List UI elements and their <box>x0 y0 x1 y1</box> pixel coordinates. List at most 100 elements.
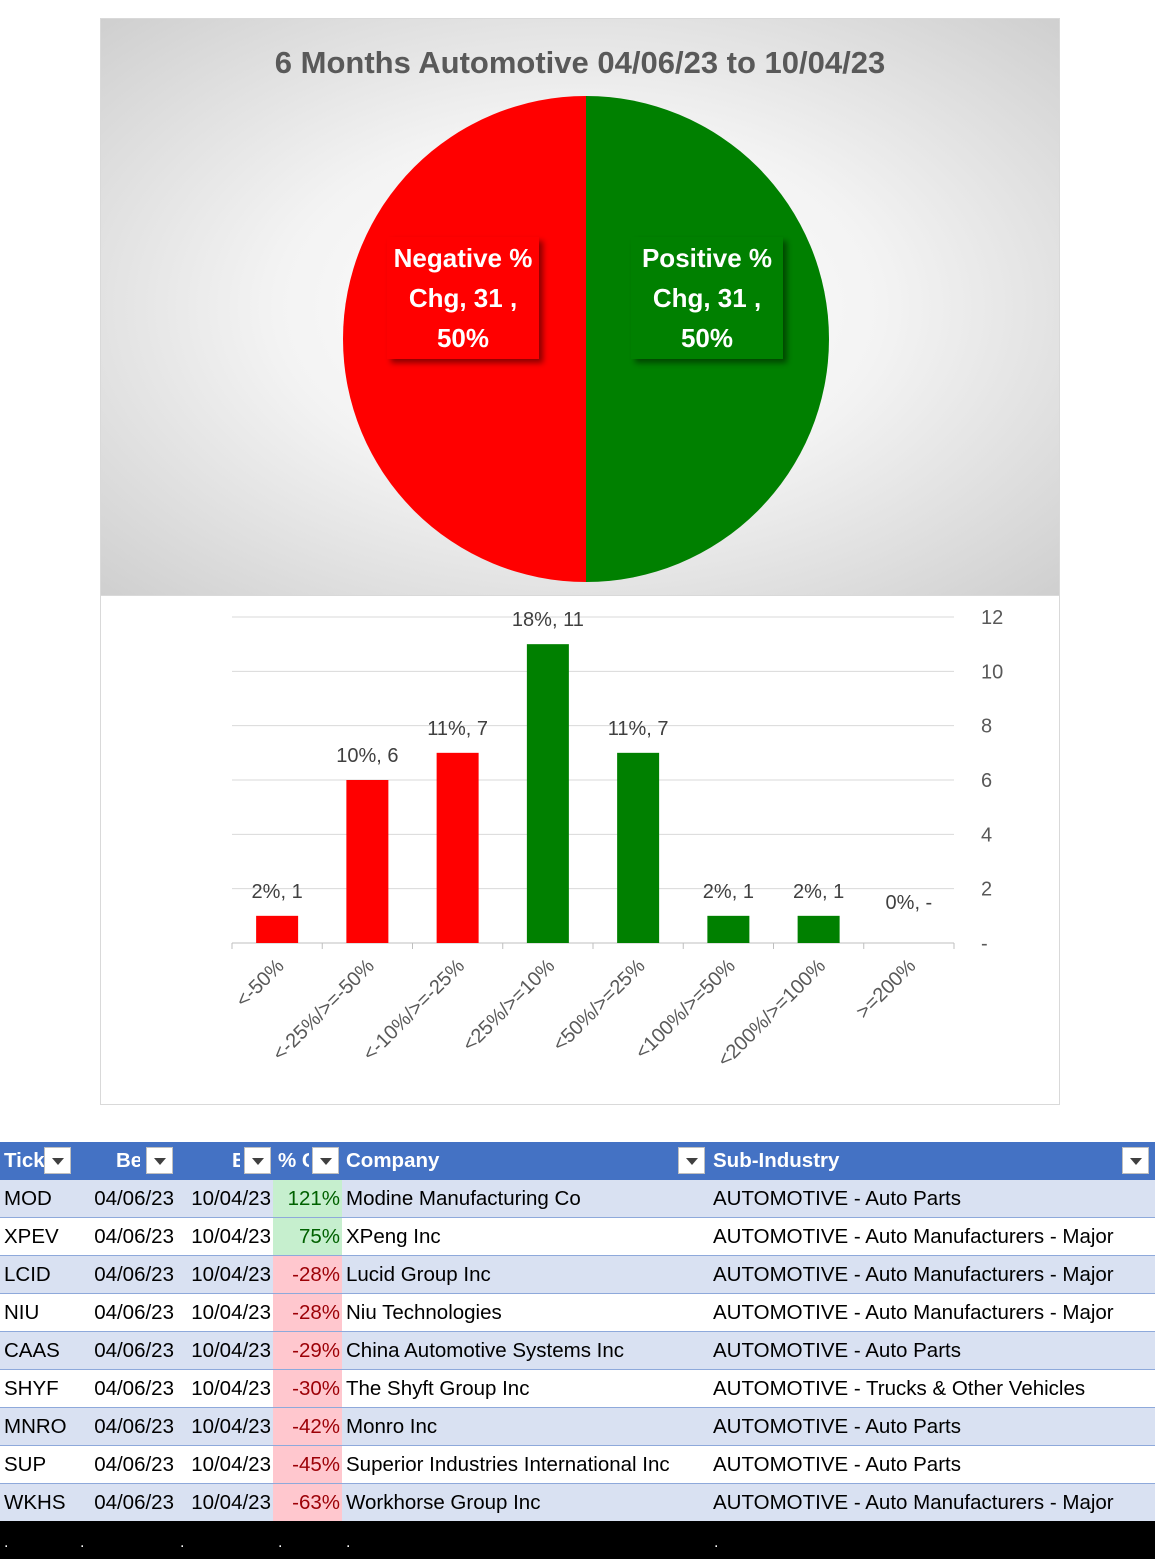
ticker-cell[interactable]: MNRO <box>4 1415 67 1438</box>
table-header-row: Tick Be E % C Company Sub-Industry <box>0 1142 1155 1180</box>
bar-data-label: 2%, 1 <box>252 881 303 903</box>
table-row[interactable]: LCID 04/06/23 10/04/23 -28% Lucid Group Inc A… <box>0 1256 1155 1294</box>
filter-dropdown-icon[interactable] <box>678 1147 705 1174</box>
footer-dot: . <box>4 1534 9 1551</box>
percent-change-cell[interactable]: -28% <box>273 1256 342 1293</box>
company-cell[interactable]: Niu Technologies <box>346 1301 502 1324</box>
company-cell[interactable]: Modine Manufacturing Co <box>346 1187 581 1210</box>
company-cell[interactable]: XPeng Inc <box>346 1225 441 1248</box>
filter-dropdown-icon[interactable] <box>312 1147 339 1174</box>
sub-industry-cell[interactable]: AUTOMOTIVE - Auto Manufacturers - Major <box>713 1263 1114 1286</box>
end-date-cell[interactable]: 10/04/23 <box>191 1225 271 1248</box>
end-date-cell[interactable]: 10/04/23 <box>191 1301 271 1324</box>
end-date-cell[interactable]: 10/04/23 <box>191 1263 271 1286</box>
sub-industry-cell[interactable]: AUTOMOTIVE - Auto Parts <box>713 1187 961 1210</box>
header-begin[interactable]: Be <box>116 1149 140 1172</box>
ticker-cell[interactable]: SUP <box>4 1453 47 1476</box>
data-table: Tick Be E % C Company Sub-Industry MOD 04… <box>0 1142 1155 1522</box>
filter-dropdown-icon[interactable] <box>244 1147 271 1174</box>
percent-change-cell[interactable]: 121% <box>273 1180 342 1217</box>
ticker-cell[interactable]: SHYF <box>4 1377 59 1400</box>
sub-industry-cell[interactable]: AUTOMOTIVE - Auto Manufacturers - Major <box>713 1301 1114 1324</box>
percent-change-cell[interactable]: -45% <box>273 1446 342 1483</box>
end-date-cell[interactable]: 10/04/23 <box>191 1453 271 1476</box>
bar-data-label: 2%, 1 <box>793 881 844 903</box>
percent-change-cell[interactable]: -63% <box>273 1484 342 1521</box>
begin-date-cell[interactable]: 04/06/23 <box>94 1225 174 1248</box>
footer-dot: . <box>278 1534 283 1551</box>
percent-change-cell[interactable]: -30% <box>273 1370 342 1407</box>
begin-date-cell[interactable]: 04/06/23 <box>94 1453 174 1476</box>
bar <box>346 780 389 943</box>
bar-data-label: 11%, 7 <box>427 718 488 740</box>
table-row[interactable]: NIU 04/06/23 10/04/23 -28% Niu Technologies A… <box>0 1294 1155 1332</box>
sub-industry-cell[interactable]: AUTOMOTIVE - Auto Parts <box>713 1339 961 1362</box>
company-cell[interactable]: Lucid Group Inc <box>346 1263 491 1286</box>
sub-industry-cell[interactable]: AUTOMOTIVE - Auto Parts <box>713 1453 961 1476</box>
sub-industry-cell[interactable]: AUTOMOTIVE - Trucks & Other Vehicles <box>713 1377 1086 1400</box>
ticker-cell[interactable]: WKHS <box>4 1491 66 1514</box>
bar-chart-panel: -2 4 6 8 10 12 2%, 1 <-50% 10%, 6 <-25%/>=-50% 11%… <box>100 596 1060 1105</box>
table-row[interactable]: WKHS 04/06/23 10/04/23 -63% Workhorse Group … <box>0 1484 1155 1522</box>
begin-date-cell[interactable]: 04/06/23 <box>94 1263 174 1286</box>
company-cell[interactable]: Superior Industries International Inc <box>346 1453 670 1476</box>
header-sub-industry[interactable]: Sub-Industry <box>713 1149 840 1172</box>
ticker-cell[interactable]: NIU <box>4 1301 40 1324</box>
company-cell[interactable]: The Shyft Group Inc <box>346 1377 530 1400</box>
footer-bar: ...... <box>0 1521 1155 1559</box>
company-cell[interactable]: China Automotive Systems Inc <box>346 1339 625 1362</box>
company-cell[interactable]: Workhorse Group Inc <box>346 1491 541 1514</box>
percent-change-cell[interactable]: -42% <box>273 1408 342 1445</box>
sub-industry-cell[interactable]: AUTOMOTIVE - Auto Manufacturers - Major <box>713 1491 1114 1514</box>
y-tick-label: 12 <box>981 607 1003 629</box>
x-category-label: <-50% <box>232 955 289 1012</box>
table-row[interactable]: MNRO 04/06/23 10/04/23 -42% Monro Inc AUTOMOT… <box>0 1408 1155 1446</box>
begin-date-cell[interactable]: 04/06/23 <box>94 1301 174 1324</box>
table-row[interactable]: XPEV 04/06/23 10/04/23 75% XPeng Inc AUTOMOTI… <box>0 1218 1155 1256</box>
y-tick-label: 2 <box>981 879 992 901</box>
bar-data-label: 2%, 1 <box>703 881 754 903</box>
end-date-cell[interactable]: 10/04/23 <box>191 1491 271 1514</box>
filter-dropdown-icon[interactable] <box>146 1147 173 1174</box>
table-row[interactable]: CAAS 04/06/23 10/04/23 -29% China Automotive… <box>0 1332 1155 1370</box>
begin-date-cell[interactable]: 04/06/23 <box>94 1187 174 1210</box>
header-ticker[interactable]: Tick <box>4 1149 45 1172</box>
header-company[interactable]: Company <box>346 1149 440 1172</box>
ticker-cell[interactable]: CAAS <box>4 1339 60 1362</box>
pie-label-text: Chg, 31 , <box>409 283 517 313</box>
begin-date-cell[interactable]: 04/06/23 <box>94 1377 174 1400</box>
table-row[interactable]: SHYF 04/06/23 10/04/23 -30% The Shyft Group … <box>0 1370 1155 1408</box>
company-cell[interactable]: Monro Inc <box>346 1415 438 1438</box>
ticker-cell[interactable]: MOD <box>4 1187 52 1210</box>
header-end[interactable]: E <box>232 1149 240 1172</box>
chart-title: 6 Months Automotive 04/06/23 to 10/04/23 <box>274 45 886 80</box>
bar <box>526 644 569 943</box>
header-change[interactable]: % C <box>278 1149 309 1172</box>
table-row[interactable]: MOD 04/06/23 10/04/23 121% Modine Manufactur… <box>0 1180 1155 1218</box>
begin-date-cell[interactable]: 04/06/23 <box>94 1415 174 1438</box>
end-date-cell[interactable]: 10/04/23 <box>191 1339 271 1362</box>
percent-change-cell[interactable]: 75% <box>273 1218 342 1255</box>
sub-industry-cell[interactable]: AUTOMOTIVE - Auto Manufacturers - Major <box>713 1225 1114 1248</box>
pie-data-label: Negative % Chg, 31 , 50% <box>387 237 539 359</box>
sub-industry-cell[interactable]: AUTOMOTIVE - Auto Parts <box>713 1415 961 1438</box>
bar-data-label: 10%, 6 <box>336 745 398 767</box>
end-date-cell[interactable]: 10/04/23 <box>191 1377 271 1400</box>
percent-change-cell[interactable]: -29% <box>273 1332 342 1369</box>
bar <box>256 915 299 943</box>
table-row[interactable]: SUP 04/06/23 10/04/23 -45% Superior Industri… <box>0 1446 1155 1484</box>
bar <box>707 915 750 943</box>
begin-date-cell[interactable]: 04/06/23 <box>94 1491 174 1514</box>
end-date-cell[interactable]: 10/04/23 <box>191 1415 271 1438</box>
pie-label-text: Negative % <box>394 243 533 273</box>
pie-data-label: Positive % Chg, 31 , 50% <box>631 237 783 359</box>
x-category-label: <25%/>=10% <box>459 955 560 1056</box>
end-date-cell[interactable]: 10/04/23 <box>191 1187 271 1210</box>
filter-dropdown-icon[interactable] <box>1122 1147 1149 1174</box>
filter-dropdown-icon[interactable] <box>44 1147 71 1174</box>
percent-change-cell[interactable]: -28% <box>273 1294 342 1331</box>
begin-date-cell[interactable]: 04/06/23 <box>94 1339 174 1362</box>
ticker-cell[interactable]: LCID <box>4 1263 51 1286</box>
ticker-cell[interactable]: XPEV <box>4 1225 59 1248</box>
